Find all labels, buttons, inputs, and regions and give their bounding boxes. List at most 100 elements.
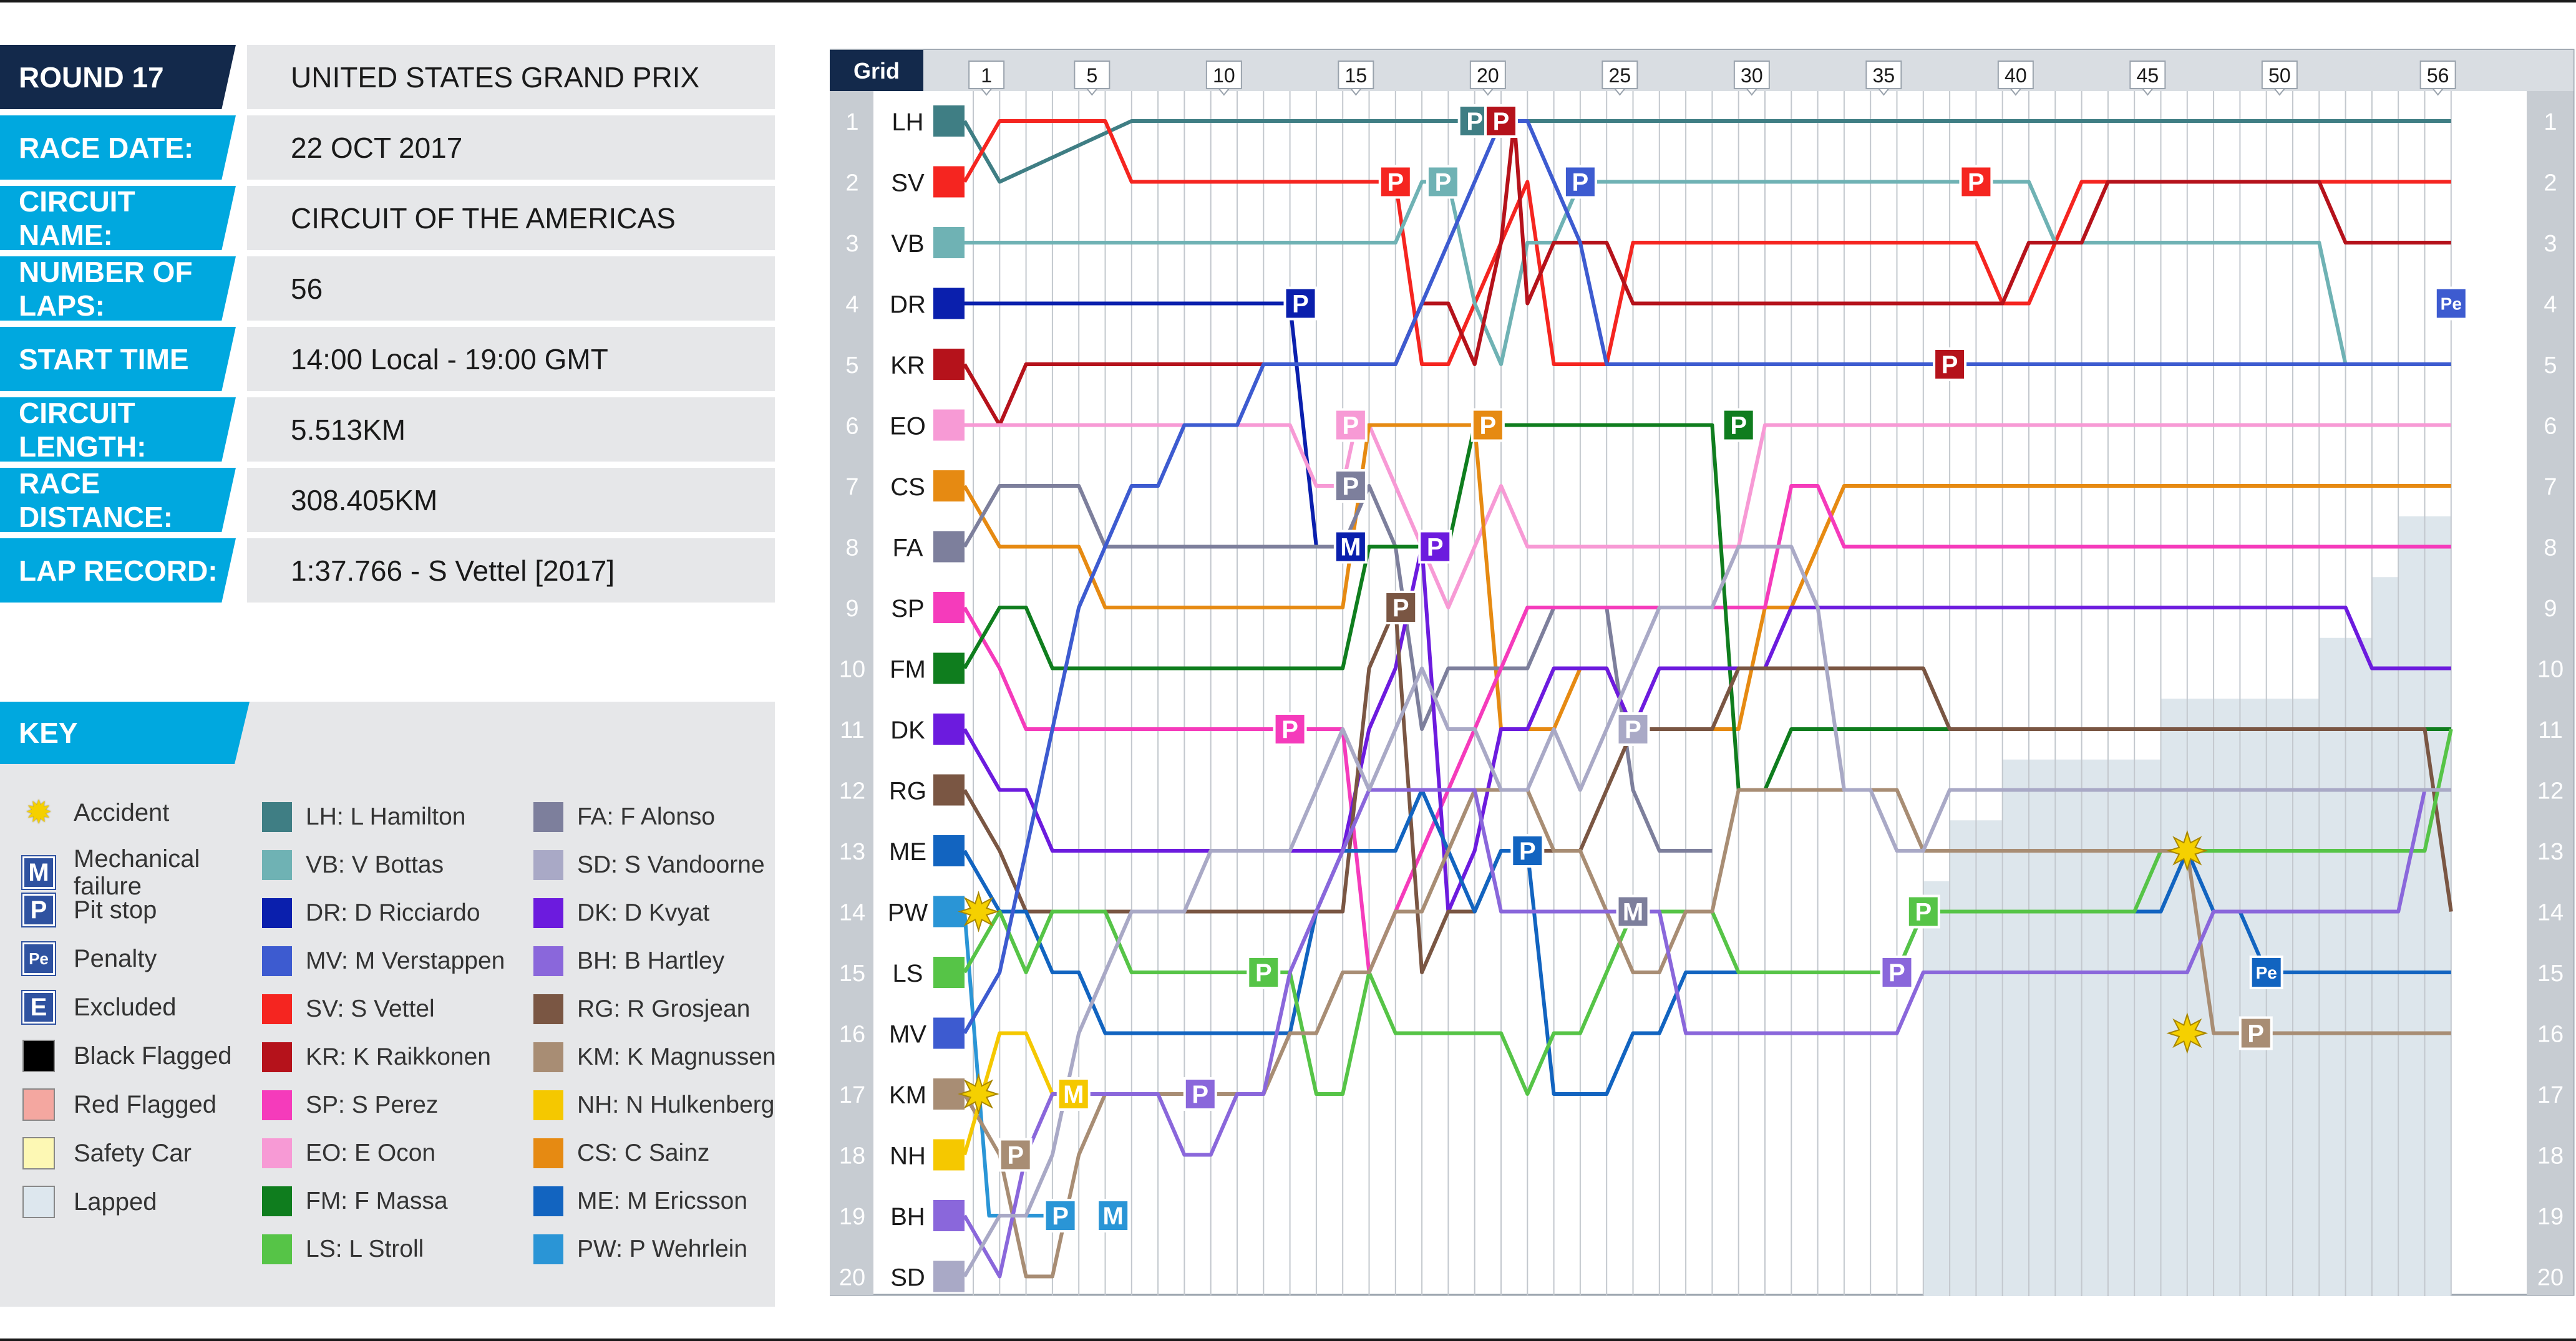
grid-position-number: 17 — [839, 1082, 865, 1108]
grid-position-number: 1 — [845, 109, 858, 135]
pit-marker-box — [998, 1138, 1033, 1172]
lap-tick-label: 40 — [2005, 64, 2027, 87]
driver-legend-item: DK: D Kvyat — [533, 898, 709, 928]
driver-color-swatch — [262, 1138, 292, 1168]
driver-legend-label: ME: M Ericsson — [577, 1188, 748, 1214]
pit-marker-box — [1563, 165, 1597, 199]
driver-color-swatch — [533, 1042, 563, 1072]
pit-marker: P — [1378, 165, 1412, 199]
series-line-sv — [963, 119, 2451, 366]
grid-driver-swatch — [933, 592, 965, 623]
driver-legend-label: SV: S Vettel — [306, 995, 435, 1022]
final-position-number: 5 — [2544, 352, 2557, 379]
pitstop-icon: P — [21, 893, 56, 927]
info-label: RACE DATE: — [0, 115, 236, 180]
accident-star — [958, 1073, 999, 1115]
driver-legend-item: FA: F Alonso — [533, 802, 715, 832]
pit-marker-box — [1183, 1077, 1217, 1111]
accident-marker — [958, 1073, 999, 1115]
driver-legend-label: SD: S Vandoorne — [577, 851, 765, 878]
grid-position-number: 18 — [839, 1143, 865, 1169]
accident-marker — [958, 891, 999, 932]
mechanical-marker-label: M — [1103, 1203, 1124, 1230]
grid-driver-swatch — [933, 1261, 965, 1292]
info-value: CIRCUIT OF THE AMERICAS — [247, 186, 775, 250]
pit-marker: P — [1183, 1077, 1217, 1111]
key-item: ✹ Accident — [22, 795, 170, 831]
pit-marker-label: P — [1466, 108, 1483, 135]
series-line-bh — [963, 788, 2451, 1279]
grid-driver-code: SV — [891, 170, 925, 197]
driver-color-swatch — [262, 1234, 292, 1264]
pit-marker-label: P — [2247, 1020, 2264, 1048]
accident-icon: ✹ — [25, 795, 52, 831]
key-title: KEY — [0, 702, 250, 764]
driver-legend-item: LH: L Hamilton — [262, 802, 466, 832]
pit-marker-label: P — [1435, 169, 1452, 196]
pit-marker: P — [1333, 469, 1368, 503]
series-line-me — [963, 788, 2451, 1096]
pit-marker-label: P — [1392, 594, 1409, 622]
mechanical-marker-box — [1333, 530, 1368, 564]
key-item: P Pit stop — [21, 893, 157, 927]
info-value: 22 OCT 2017 — [247, 115, 775, 180]
pit-marker-label: P — [1968, 169, 1985, 196]
key-label: Black Flagged — [74, 1042, 232, 1070]
final-position-number: 9 — [2544, 596, 2557, 622]
grid-position-number: 12 — [839, 778, 865, 805]
key-label: Excluded — [74, 993, 177, 1021]
pit-marker: P — [1616, 712, 1650, 746]
driver-legend-label: RG: R Grosjean — [577, 995, 751, 1022]
grid-position-number: 9 — [845, 596, 858, 622]
key-label: Penalty — [74, 944, 157, 972]
grid-driver-code: BH — [890, 1203, 925, 1231]
driver-color-swatch — [262, 802, 292, 832]
grid-position-number: 7 — [845, 474, 858, 500]
info-value: 308.405KM — [247, 468, 775, 532]
lap-tick-pointer — [2273, 88, 2286, 96]
pit-marker: P — [1333, 408, 1368, 442]
driver-color-swatch — [533, 802, 563, 832]
series-line-fa — [963, 484, 1713, 853]
grid-driver-code: RG — [889, 778, 926, 805]
lap-tick-box — [1205, 61, 1242, 89]
grid-number-column — [830, 91, 873, 1295]
pit-marker-label: P — [1480, 412, 1497, 440]
driver-color-swatch — [262, 1090, 292, 1120]
pit-marker: P — [1906, 894, 1940, 929]
grid-driver-swatch — [933, 714, 965, 745]
driver-legend-label: DR: D Ricciardo — [306, 899, 480, 926]
bottom-rule — [0, 1339, 2576, 1341]
driver-legend-item: NH: N Hulkenberg — [533, 1090, 774, 1120]
driver-legend-label: VB: V Bottas — [306, 851, 444, 878]
pit-marker-box — [1333, 408, 1368, 442]
pit-marker-box — [1384, 591, 1418, 624]
pit-marker-box — [1418, 530, 1452, 564]
final-position-number: 8 — [2544, 535, 2557, 561]
pit-marker-box — [1470, 408, 1505, 442]
mechanical-icon: M — [21, 855, 56, 890]
red-flag-swatch — [22, 1088, 55, 1121]
driver-color-swatch — [262, 898, 292, 928]
pit-marker: P — [1484, 104, 1518, 138]
pit-marker-box — [1247, 956, 1281, 989]
driver-legend-label: NH: N Hulkenberg — [577, 1092, 775, 1118]
driver-legend-label: LS: L Stroll — [306, 1236, 424, 1262]
safety-car-swatch — [22, 1137, 55, 1169]
grid-driver-code: SD — [890, 1264, 925, 1292]
series-line-eo — [965, 423, 2451, 609]
lap-tick-pointer — [980, 88, 993, 96]
grid-driver-swatch — [933, 227, 965, 258]
info-label: CIRCUIT NAME: — [0, 186, 236, 250]
driver-legend-item: FM: F Massa — [262, 1186, 448, 1216]
penalty-marker: Pe — [2434, 286, 2468, 321]
grid-driver-code: LH — [892, 109, 923, 136]
penalty-marker-box — [2434, 286, 2468, 321]
pit-marker: P — [1384, 591, 1418, 624]
driver-legend-label: EO: E Ocon — [306, 1140, 436, 1166]
driver-color-swatch — [533, 898, 563, 928]
driver-legend-item: BH: B Hartley — [533, 946, 724, 976]
driver-color-swatch — [262, 1186, 292, 1216]
pit-marker-label: P — [1427, 534, 1444, 561]
key-label: Accident — [74, 798, 170, 826]
